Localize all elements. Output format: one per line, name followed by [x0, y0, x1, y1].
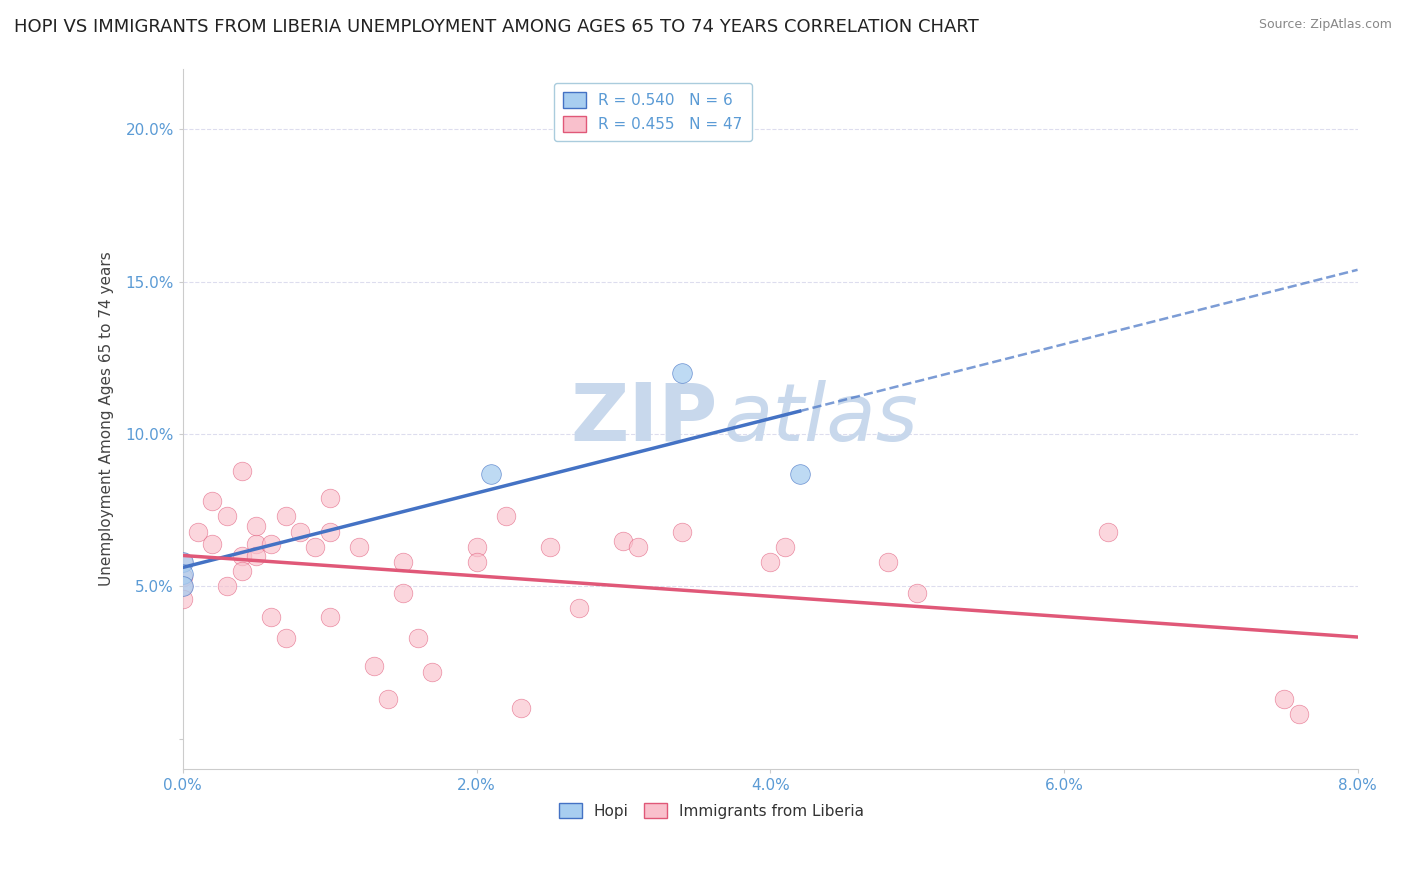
Point — [392, 555, 415, 569]
Legend: Hopi, Immigrants from Liberia: Hopi, Immigrants from Liberia — [553, 797, 870, 825]
Point — [627, 540, 650, 554]
Point — [759, 555, 782, 569]
Point — [319, 491, 342, 505]
Text: ZIP: ZIP — [569, 380, 717, 458]
Point — [1288, 707, 1310, 722]
Point — [231, 549, 253, 563]
Point — [406, 632, 429, 646]
Y-axis label: Unemployment Among Ages 65 to 74 years: Unemployment Among Ages 65 to 74 years — [100, 252, 114, 586]
Point — [260, 537, 283, 551]
Point — [274, 509, 297, 524]
Point — [509, 701, 531, 715]
Point — [231, 564, 253, 578]
Point — [1272, 692, 1295, 706]
Text: atlas: atlas — [723, 380, 918, 458]
Point — [905, 585, 928, 599]
Point — [789, 467, 811, 481]
Point — [363, 658, 385, 673]
Point — [304, 540, 326, 554]
Point — [172, 570, 194, 584]
Point — [245, 549, 267, 563]
Point — [465, 540, 488, 554]
Point — [612, 533, 634, 548]
Point — [201, 537, 224, 551]
Point — [319, 524, 342, 539]
Point — [187, 524, 209, 539]
Text: Source: ZipAtlas.com: Source: ZipAtlas.com — [1258, 18, 1392, 31]
Point — [319, 610, 342, 624]
Point — [392, 585, 415, 599]
Point — [201, 494, 224, 508]
Point — [172, 580, 194, 594]
Point — [671, 524, 693, 539]
Point — [245, 518, 267, 533]
Point — [377, 692, 399, 706]
Point — [422, 665, 444, 679]
Point — [172, 567, 194, 582]
Point — [1097, 524, 1119, 539]
Point — [274, 632, 297, 646]
Point — [231, 464, 253, 478]
Point — [773, 540, 796, 554]
Point — [172, 591, 194, 606]
Text: HOPI VS IMMIGRANTS FROM LIBERIA UNEMPLOYMENT AMONG AGES 65 TO 74 YEARS CORRELATI: HOPI VS IMMIGRANTS FROM LIBERIA UNEMPLOY… — [14, 18, 979, 36]
Point — [876, 555, 898, 569]
Point — [347, 540, 370, 554]
Point — [465, 555, 488, 569]
Point — [568, 600, 591, 615]
Point — [260, 610, 283, 624]
Point — [215, 580, 238, 594]
Point — [671, 366, 693, 380]
Point — [495, 509, 517, 524]
Point — [172, 555, 194, 569]
Point — [290, 524, 312, 539]
Point — [215, 509, 238, 524]
Point — [172, 555, 194, 569]
Point — [479, 467, 502, 481]
Point — [245, 537, 267, 551]
Point — [538, 540, 561, 554]
Point — [172, 580, 194, 594]
